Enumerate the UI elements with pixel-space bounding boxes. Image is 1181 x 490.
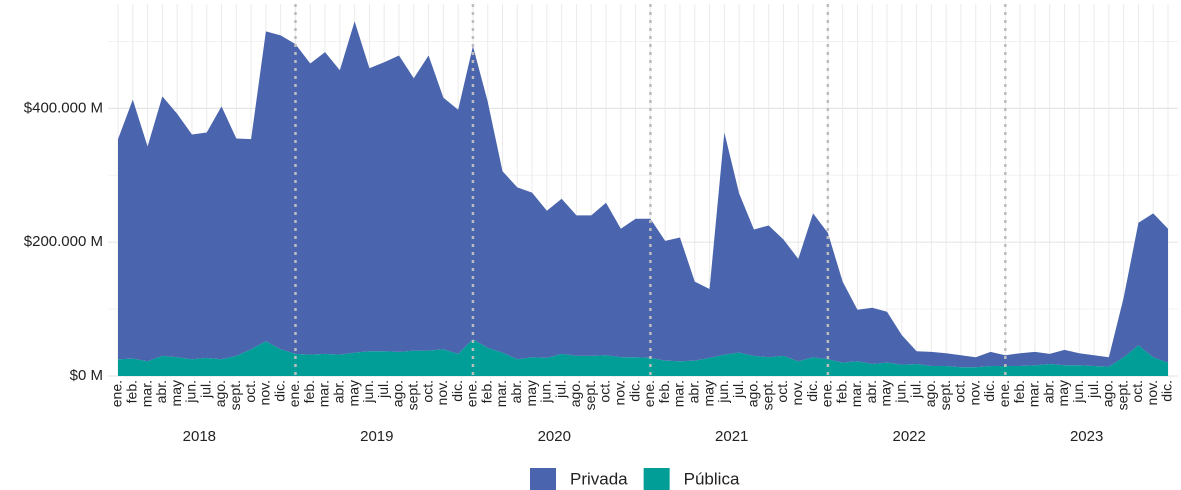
year-label: 2021 bbox=[715, 428, 748, 445]
x-tick-label: jun. bbox=[1070, 380, 1086, 404]
x-tick-label: abr. bbox=[1040, 380, 1056, 403]
x-tick-label: may bbox=[1055, 380, 1071, 406]
x-tick-label: oct. bbox=[1129, 380, 1145, 403]
x-tick-label: ago. bbox=[390, 380, 406, 407]
year-label: 2023 bbox=[1070, 428, 1103, 445]
x-tick-label: may bbox=[700, 380, 716, 406]
x-tick-label: mar. bbox=[316, 380, 332, 407]
x-tick-label: ago. bbox=[567, 380, 583, 407]
x-tick-label: ago. bbox=[1100, 380, 1116, 407]
x-tick-label: oct. bbox=[774, 380, 790, 403]
x-tick-label: ene. bbox=[996, 380, 1012, 407]
x-tick-label: ene. bbox=[286, 380, 302, 407]
legend-swatch bbox=[530, 468, 556, 490]
x-tick-label: sept. bbox=[1114, 380, 1130, 410]
x-tick-label: jun. bbox=[360, 380, 376, 404]
x-tick-label: feb. bbox=[123, 380, 139, 403]
x-tick-label: dic. bbox=[804, 380, 820, 402]
x-tick-label: jul. bbox=[197, 380, 213, 399]
y-tick-label: $0 M bbox=[70, 367, 103, 384]
x-tick-label: ene. bbox=[641, 380, 657, 407]
year-label: 2018 bbox=[183, 428, 216, 445]
x-tick-label: oct. bbox=[242, 380, 258, 403]
legend-label: Pública bbox=[684, 469, 740, 488]
x-tick-label: nov. bbox=[434, 380, 450, 405]
y-tick-label: $400.000 M bbox=[24, 99, 103, 116]
x-tick-label: feb. bbox=[833, 380, 849, 403]
year-label: 2022 bbox=[893, 428, 926, 445]
x-tick-label: jun. bbox=[715, 380, 731, 404]
area bbox=[118, 21, 1168, 368]
x-tick-label: jul. bbox=[1085, 380, 1101, 399]
x-tick-label: nov. bbox=[789, 380, 805, 405]
x-tick-label: dic. bbox=[1159, 380, 1175, 402]
x-tick-label: ene. bbox=[464, 380, 480, 407]
x-tick-label: abr. bbox=[863, 380, 879, 403]
x-tick-label: ago. bbox=[745, 380, 761, 407]
x-tick-label: may bbox=[523, 380, 539, 406]
x-tick-label: nov. bbox=[257, 380, 273, 405]
x-tick-label: mar. bbox=[493, 380, 509, 407]
x-tick-label: nov. bbox=[966, 380, 982, 405]
x-tick-label: oct. bbox=[952, 380, 968, 403]
year-label: 2020 bbox=[538, 428, 571, 445]
x-tick-label: feb. bbox=[478, 380, 494, 403]
x-tick-label: jun. bbox=[538, 380, 554, 404]
x-tick-label: jul. bbox=[375, 380, 391, 399]
x-tick-label: abr. bbox=[508, 380, 524, 403]
x-tick-label: mar. bbox=[671, 380, 687, 407]
x-tick-label: feb. bbox=[301, 380, 317, 403]
x-tick-label: abr. bbox=[153, 380, 169, 403]
x-tick-label: sept. bbox=[404, 380, 420, 410]
x-tick-label: sept. bbox=[227, 380, 243, 410]
x-tick-label: jun. bbox=[183, 380, 199, 404]
x-tick-label: ago. bbox=[212, 380, 228, 407]
x-tick-label: may bbox=[345, 380, 361, 406]
x-tick-label: mar. bbox=[138, 380, 154, 407]
x-tick-label: sept. bbox=[937, 380, 953, 410]
x-tick-label: mar. bbox=[848, 380, 864, 407]
x-tick-label: abr. bbox=[685, 380, 701, 403]
x-tick-label: dic. bbox=[449, 380, 465, 402]
x-tick-label: sept. bbox=[582, 380, 598, 410]
x-tick-label: jun. bbox=[893, 380, 909, 404]
x-tick-label: may bbox=[168, 380, 184, 406]
x-tick-label: dic. bbox=[626, 380, 642, 402]
x-tick-label: mar. bbox=[1026, 380, 1042, 407]
x-tick-label: nov. bbox=[612, 380, 628, 405]
area bbox=[118, 339, 1168, 376]
x-tick-label: jul. bbox=[552, 380, 568, 399]
x-tick-label: jul. bbox=[730, 380, 746, 399]
x-tick-label: ene. bbox=[109, 380, 125, 407]
x-tick-label: jul. bbox=[907, 380, 923, 399]
x-tick-label: dic. bbox=[981, 380, 997, 402]
x-tick-label: oct. bbox=[419, 380, 435, 403]
x-tick-label: feb. bbox=[1011, 380, 1027, 403]
x-tick-label: dic. bbox=[271, 380, 287, 402]
x-tick-label: abr. bbox=[331, 380, 347, 403]
x-tick-label: nov. bbox=[1144, 380, 1160, 405]
year-label: 2019 bbox=[360, 428, 393, 445]
x-tick-label: feb. bbox=[656, 380, 672, 403]
x-tick-label: may bbox=[878, 380, 894, 406]
x-tick-label: oct. bbox=[597, 380, 613, 403]
x-tick-label: sept. bbox=[759, 380, 775, 410]
x-tick-label: ago. bbox=[922, 380, 938, 407]
legend-swatch bbox=[643, 468, 670, 490]
y-tick-label: $200.000 M bbox=[24, 233, 103, 250]
legend-label: Privada bbox=[570, 469, 628, 488]
x-tick-label: ene. bbox=[819, 380, 835, 407]
